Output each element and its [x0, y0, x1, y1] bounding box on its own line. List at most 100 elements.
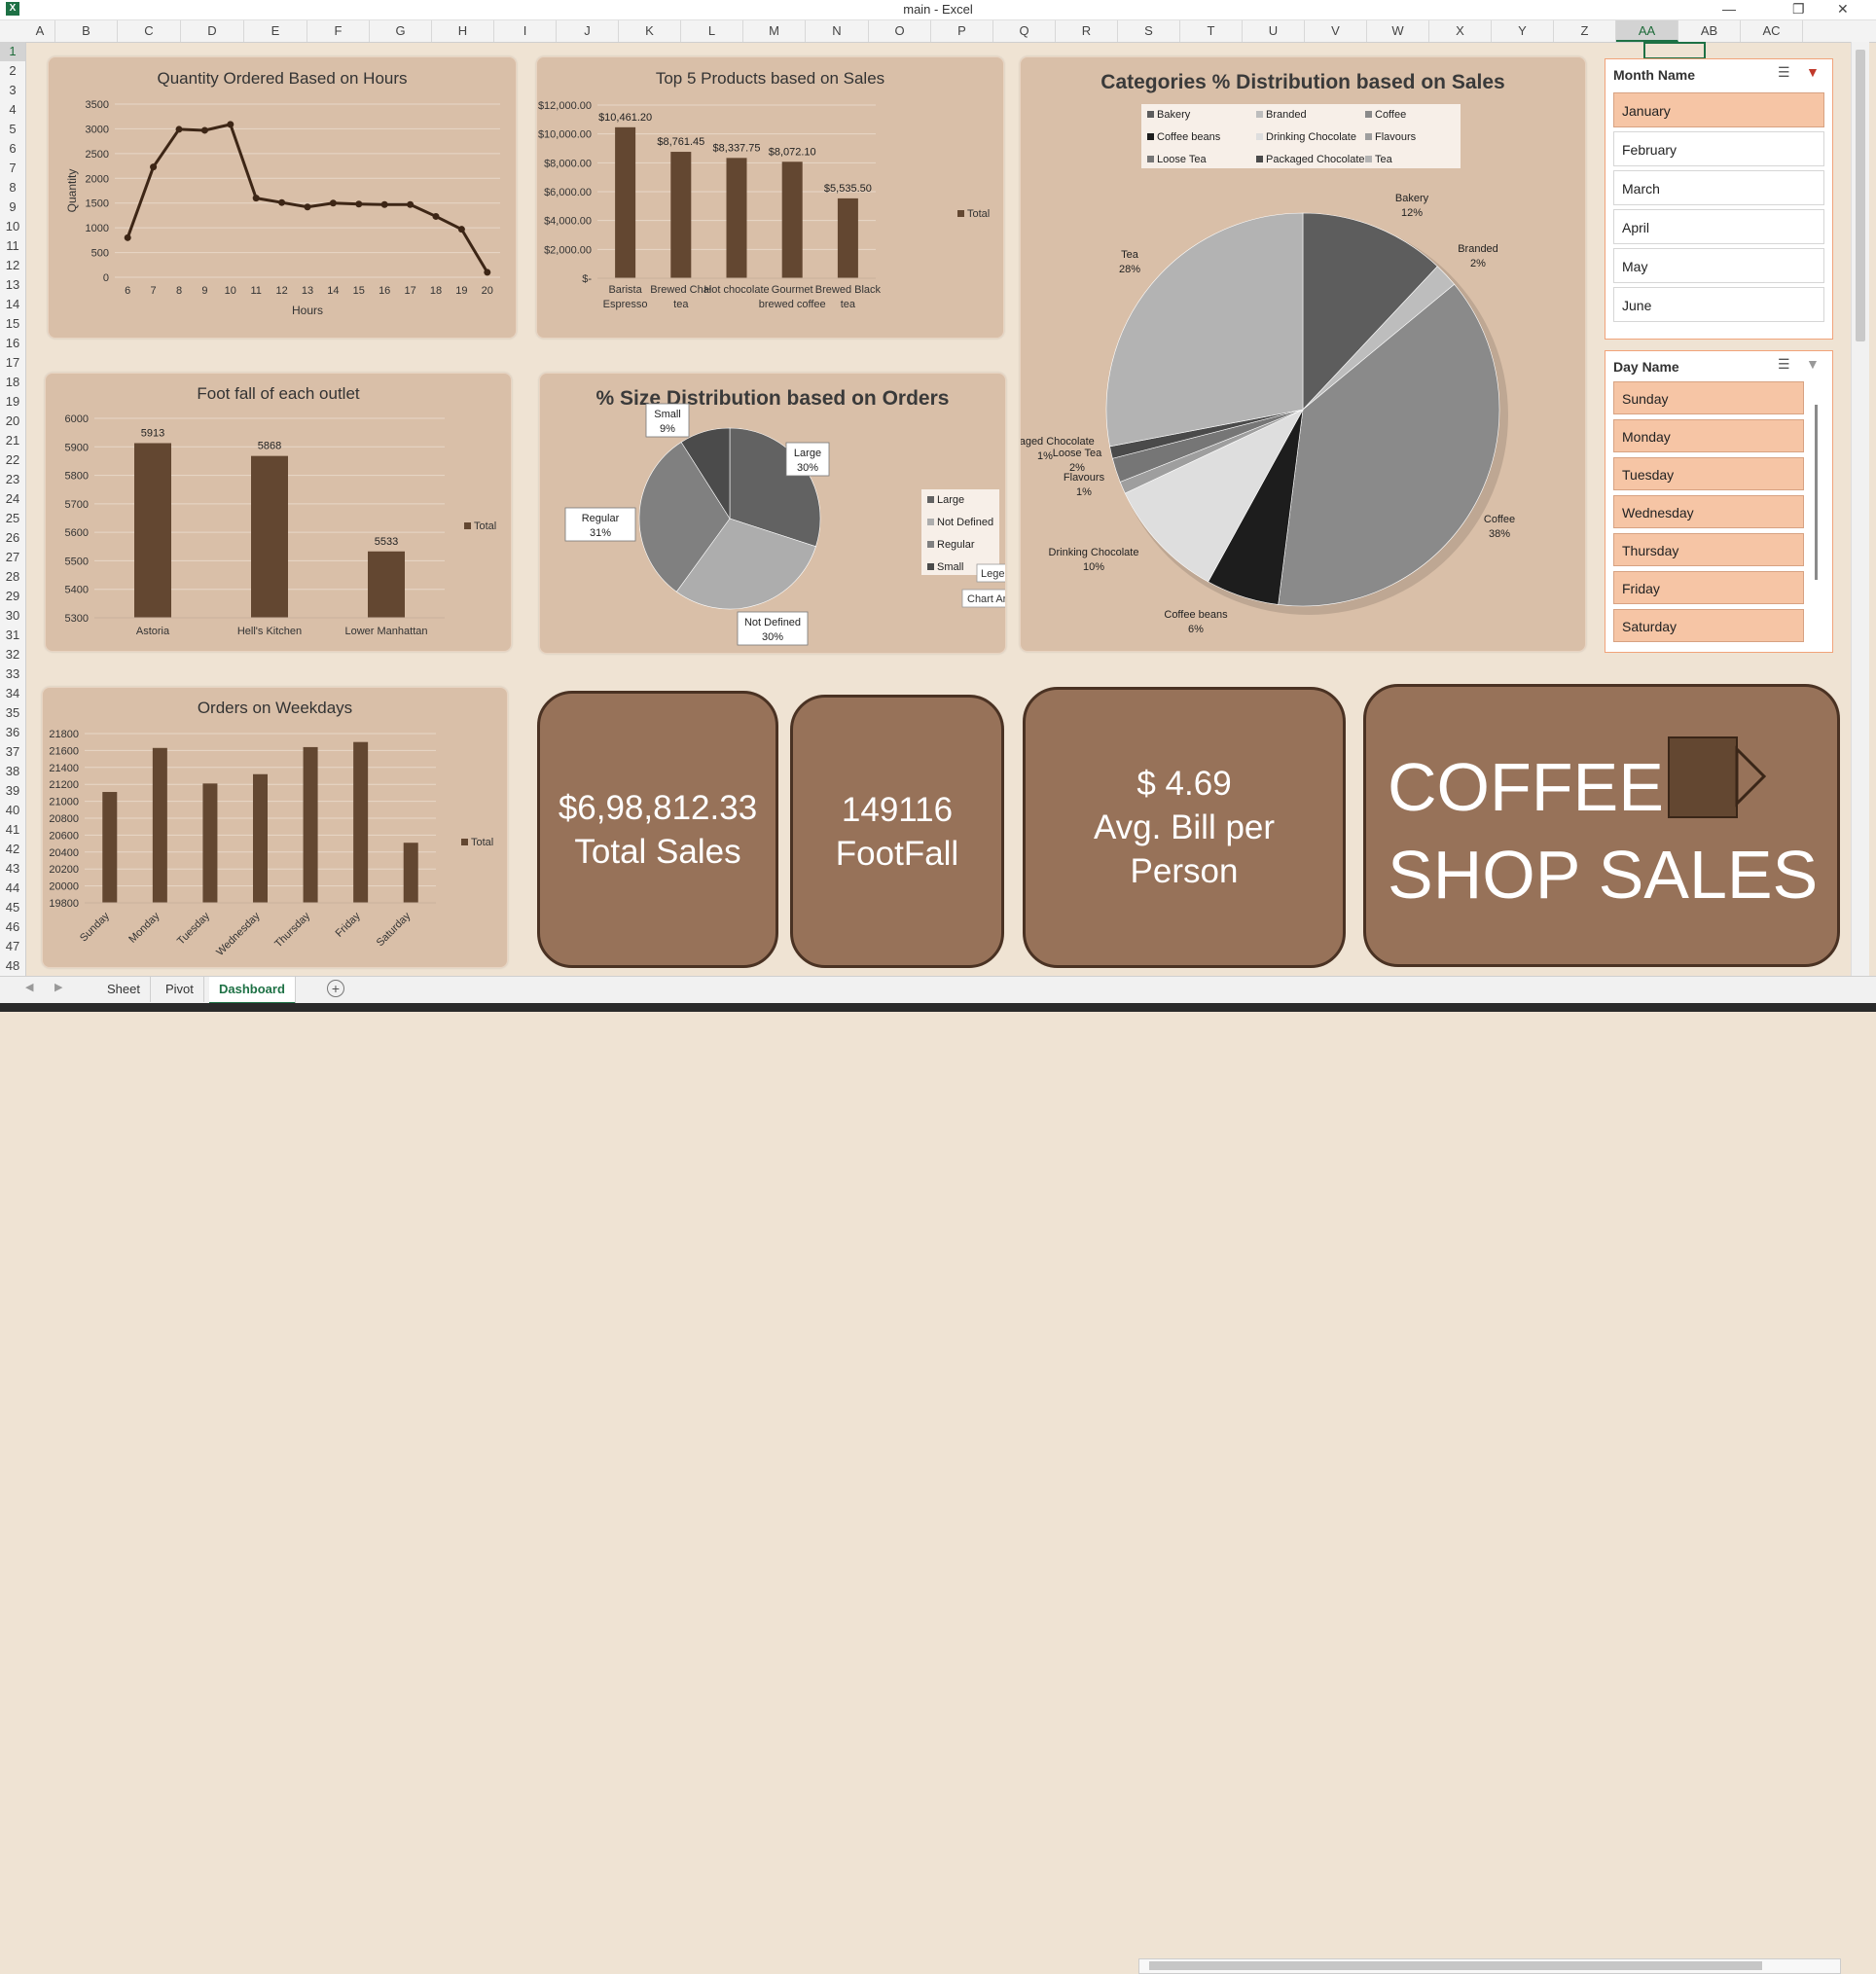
slicer-item-wednesday[interactable]: Wednesday — [1613, 495, 1804, 528]
slicer-item-saturday[interactable]: Saturday — [1613, 609, 1804, 642]
avg-bill-card[interactable]: $ 4.69 Avg. Bill per Person — [1023, 687, 1346, 968]
row-header[interactable]: 3 — [9, 83, 17, 97]
close-icon[interactable]: ✕ — [1837, 1, 1849, 17]
column-header[interactable]: O — [869, 20, 931, 42]
footfall-card[interactable]: 149116 FootFall — [790, 695, 1004, 968]
column-header[interactable]: I — [494, 20, 557, 42]
row-header[interactable]: 34 — [5, 686, 20, 700]
row-header[interactable]: 23 — [5, 472, 20, 486]
row-header[interactable]: 24 — [5, 491, 20, 506]
row-header[interactable]: 42 — [5, 842, 20, 856]
slicer-item-thursday[interactable]: Thursday — [1613, 533, 1804, 566]
row-header[interactable]: 29 — [5, 589, 20, 603]
row-header[interactable]: 45 — [5, 900, 20, 915]
column-header[interactable]: W — [1367, 20, 1429, 42]
row-header[interactable]: 10 — [5, 219, 20, 233]
column-header[interactable]: Q — [993, 20, 1056, 42]
row-header[interactable]: 26 — [5, 530, 20, 545]
next-sheet-icon[interactable]: ▶ — [54, 982, 63, 993]
row-header[interactable]: 6 — [9, 141, 17, 156]
column-header[interactable]: A — [25, 20, 55, 42]
column-header[interactable]: G — [370, 20, 432, 42]
multi-select-icon[interactable]: ☰ — [1778, 356, 1790, 372]
row-header[interactable]: 5 — [9, 122, 17, 136]
column-header[interactable]: M — [743, 20, 806, 42]
row-header[interactable]: 36 — [5, 725, 20, 739]
column-header[interactable]: R — [1056, 20, 1118, 42]
slicer-item-april[interactable]: April — [1613, 209, 1824, 244]
column-header[interactable]: V — [1305, 20, 1367, 42]
total-sales-card[interactable]: $6,98,812.33 Total Sales — [537, 691, 778, 968]
row-header[interactable]: 4 — [9, 102, 17, 117]
column-header[interactable]: X — [1429, 20, 1492, 42]
row-header[interactable]: 7 — [9, 161, 17, 175]
row-header[interactable]: 27 — [5, 550, 20, 564]
row-header[interactable]: 35 — [5, 705, 20, 720]
weekdays-chart-panel[interactable]: Orders on Weekdays 19800 20000 20200 20400 2… — [42, 687, 508, 968]
slicer-item-january[interactable]: January — [1613, 92, 1824, 127]
row-header[interactable]: 11 — [6, 238, 19, 253]
slicer-item-sunday[interactable]: Sunday — [1613, 381, 1804, 414]
row-header[interactable]: 43 — [5, 861, 20, 876]
column-header[interactable]: Z — [1554, 20, 1616, 42]
row-header[interactable]: 22 — [5, 452, 20, 467]
row-header[interactable]: 13 — [5, 277, 20, 292]
slicer-item-friday[interactable]: Friday — [1613, 571, 1804, 604]
tab-dashboard[interactable]: Dashboard — [209, 977, 296, 1005]
row-header[interactable]: 33 — [5, 666, 20, 681]
row-header[interactable]: 14 — [5, 297, 20, 311]
row-header[interactable]: 41 — [5, 822, 20, 837]
tab-pivot[interactable]: Pivot — [156, 977, 204, 1002]
slicer-item-march[interactable]: March — [1613, 170, 1824, 205]
column-header[interactable]: S — [1118, 20, 1180, 42]
add-sheet-icon[interactable]: + — [327, 980, 344, 997]
multi-select-icon[interactable]: ☰ — [1778, 64, 1790, 80]
row-header[interactable]: 9 — [9, 199, 17, 214]
row-header[interactable]: 31 — [5, 628, 20, 642]
column-header[interactable]: N — [806, 20, 869, 42]
horizontal-scrollbar[interactable] — [1138, 1958, 1841, 1974]
slicer-item-june[interactable]: June — [1613, 287, 1824, 322]
column-header[interactable]: AC — [1741, 20, 1803, 42]
row-header[interactable]: 18 — [5, 375, 20, 389]
hours-chart-panel[interactable]: Quantity Ordered Based on Hours 0 500 1000… — [48, 56, 517, 339]
row-header[interactable]: 28 — [5, 569, 20, 584]
day-slicer[interactable]: Day Name ☰ ▼ Sunday Monday Tuesday Wednesda… — [1605, 350, 1833, 653]
row-header[interactable]: 44 — [5, 880, 20, 895]
column-header[interactable]: D — [181, 20, 244, 42]
slicer-item-may[interactable]: May — [1613, 248, 1824, 283]
row-header[interactable]: 15 — [5, 316, 20, 331]
row-header[interactable]: 40 — [5, 803, 20, 817]
clear-filter-icon[interactable]: ▼ — [1806, 64, 1820, 80]
row-header[interactable]: 2 — [9, 63, 17, 78]
row-header[interactable]: 30 — [5, 608, 20, 623]
row-header[interactable]: 32 — [5, 647, 20, 662]
column-header[interactable]: P — [931, 20, 993, 42]
column-header[interactable]: B — [55, 20, 118, 42]
prev-sheet-icon[interactable]: ◀ — [25, 982, 34, 993]
column-header[interactable]: AA — [1616, 20, 1678, 42]
restore-icon[interactable]: ❐ — [1792, 1, 1805, 17]
month-slicer[interactable]: Month Name ☰ ▼ January February March April… — [1605, 58, 1833, 340]
footfall-chart-panel[interactable]: Foot fall of each outlet 5300 5400 5500 560… — [45, 373, 512, 652]
column-header[interactable]: E — [244, 20, 307, 42]
column-header[interactable]: K — [619, 20, 681, 42]
row-header[interactable]: 19 — [5, 394, 20, 409]
horizontal-scroll-thumb[interactable] — [1149, 1961, 1762, 1970]
row-header[interactable]: 12 — [5, 258, 20, 272]
row-header[interactable]: 39 — [5, 783, 20, 798]
slicer-scrollbar[interactable] — [1815, 405, 1818, 580]
row-header[interactable]: 8 — [9, 180, 17, 195]
column-header[interactable]: J — [557, 20, 619, 42]
row-header[interactable]: 37 — [5, 744, 20, 759]
size-chart-panel[interactable]: % Size Distribution based on Orders Larg… — [539, 373, 1006, 654]
slicer-item-monday[interactable]: Monday — [1613, 419, 1804, 452]
column-header[interactable]: U — [1243, 20, 1305, 42]
column-header[interactable]: L — [681, 20, 743, 42]
column-header[interactable]: T — [1180, 20, 1243, 42]
row-header[interactable]: 38 — [5, 764, 20, 778]
column-header[interactable]: C — [118, 20, 181, 42]
column-header[interactable]: Y — [1492, 20, 1554, 42]
row-header[interactable]: 21 — [5, 433, 20, 448]
row-header[interactable]: 1 — [0, 42, 25, 61]
